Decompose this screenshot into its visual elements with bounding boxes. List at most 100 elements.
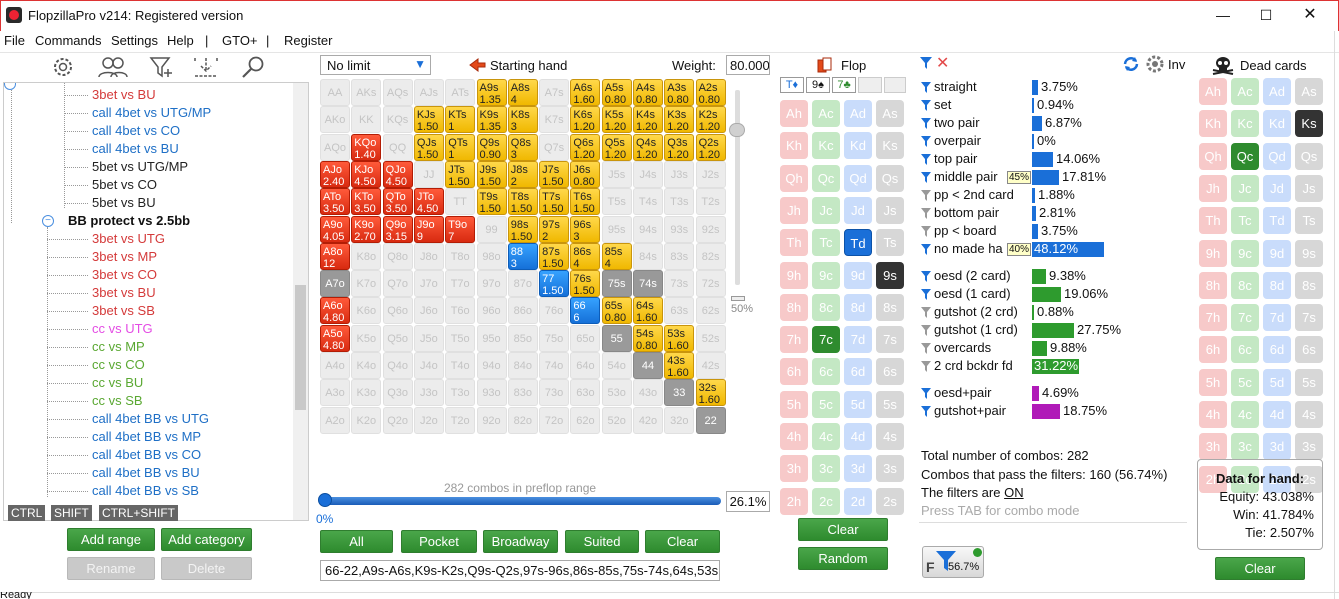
minimize-button[interactable]: —	[1216, 7, 1230, 23]
tree-item-20[interactable]: call 4bet BB vs MP	[92, 429, 202, 444]
menu-commands[interactable]: Commands	[35, 33, 102, 48]
hand-cell-72o[interactable]: 72o	[539, 406, 570, 434]
hand-cell-J6o[interactable]: J6o	[413, 297, 444, 325]
hand-cell-75o[interactable]: 75o	[539, 324, 570, 352]
hand-cell-KTs[interactable]: KTs 1	[445, 106, 476, 134]
flop-card-9s[interactable]: 9s	[876, 261, 904, 289]
hand-cell-T9o[interactable]: T9o 7	[445, 215, 476, 243]
hand-cell-Q9s[interactable]: Q9s 0.90	[476, 133, 507, 161]
hand-cell-KTo[interactable]: KTo 3.50	[351, 188, 382, 216]
broadway-button[interactable]: Broadway	[483, 530, 558, 553]
hand-cell-Q8o[interactable]: Q8o	[382, 242, 413, 270]
dead-card-Th[interactable]: Th	[1199, 207, 1227, 235]
dead-card-Ah[interactable]: Ah	[1199, 78, 1227, 105]
flop-card-8c[interactable]: 8c	[812, 293, 840, 321]
dead-card-7s[interactable]: 7s	[1295, 304, 1323, 332]
hand-cell-73s[interactable]: 73s	[664, 270, 695, 298]
hand-cell-T7o[interactable]: T7o	[445, 270, 476, 298]
range-tree[interactable]: − 3bet vs BU call 4bet vs UTG/MP call 4bet …	[3, 82, 309, 521]
dead-card-2s[interactable]: 2s	[1295, 465, 1323, 493]
dead-card-6d[interactable]: 6d	[1263, 336, 1291, 364]
hand-cell-A9o[interactable]: A9o 4.05	[320, 215, 350, 243]
hand-cell-Q3s[interactable]: Q3s 1.20	[664, 133, 695, 161]
hand-cell-A4s[interactable]: A4s 0.80	[633, 79, 663, 106]
hand-cell-A2o[interactable]: A2o	[320, 406, 350, 434]
collapse-icon[interactable]: −	[42, 215, 54, 227]
hand-cell-64s[interactable]: 64s 1.60	[633, 297, 663, 325]
flop-card-6s[interactable]: 6s	[876, 358, 904, 386]
row-filter-icon[interactable]	[920, 207, 932, 220]
hand-cell-K7o[interactable]: K7o	[351, 270, 382, 298]
flop-card-Ad[interactable]: Ad	[844, 100, 872, 127]
hand-cell-94o[interactable]: 94o	[476, 352, 507, 379]
hand-cell-KK[interactable]: KK	[351, 106, 382, 134]
flop-card-Jc[interactable]: Jc	[812, 196, 840, 224]
arrow-left-icon[interactable]	[468, 57, 486, 73]
menu-settings[interactable]: Settings	[111, 33, 158, 48]
hand-cell-97s[interactable]: 97s 2	[539, 215, 570, 243]
hand-cell-76s[interactable]: 76s 1.50	[570, 270, 601, 298]
tree-item-16[interactable]: cc vs CO	[92, 357, 145, 372]
flop-card-Ks[interactable]: Ks	[876, 132, 904, 160]
hand-cell-62s[interactable]: 62s	[695, 297, 726, 325]
hand-cell-QJo[interactable]: QJo 4.50	[382, 160, 413, 188]
tree-item-21[interactable]: call 4bet BB vs CO	[92, 447, 202, 462]
hand-cell-43s[interactable]: 43s 1.60	[664, 352, 695, 379]
row-filter-icon[interactable]	[920, 225, 932, 238]
hand-cell-96o[interactable]: 96o	[476, 297, 507, 325]
dead-card-Kc[interactable]: Kc	[1231, 110, 1259, 138]
dead-card-2c[interactable]: 2c	[1231, 465, 1259, 493]
row-filter-icon[interactable]	[920, 117, 932, 130]
hand-cell-74s[interactable]: 74s	[633, 270, 663, 298]
hand-cell-43o[interactable]: 43o	[633, 379, 663, 407]
hand-cell-A2s[interactable]: A2s 0.80	[695, 79, 726, 106]
hand-cell-QJs[interactable]: QJs 1.50	[413, 133, 444, 161]
hand-cell-K8o[interactable]: K8o	[351, 242, 382, 270]
flop-card-3c[interactable]: 3c	[812, 455, 840, 483]
add-range-button[interactable]: Add range	[67, 528, 155, 551]
dead-card-3h[interactable]: 3h	[1199, 433, 1227, 461]
flop-card-9h[interactable]: 9h	[780, 261, 808, 289]
flop-card-6h[interactable]: 6h	[780, 358, 808, 386]
row-filter-icon[interactable]	[920, 171, 932, 184]
dead-card-9d[interactable]: 9d	[1263, 239, 1291, 267]
menu-file[interactable]: File	[4, 33, 25, 48]
hand-cell-42s[interactable]: 42s	[695, 352, 726, 379]
hand-cell-T8o[interactable]: T8o	[445, 242, 476, 270]
hand-cell-JTs[interactable]: JTs 1.50	[445, 160, 476, 188]
flop-card-7h[interactable]: 7h	[780, 326, 808, 354]
dead-card-Jh[interactable]: Jh	[1199, 174, 1227, 202]
hand-cell-88[interactable]: 88 3	[507, 242, 538, 270]
dead-card-4h[interactable]: 4h	[1199, 401, 1227, 428]
row-filter-icon[interactable]	[920, 135, 932, 148]
hand-cell-KJs[interactable]: KJs 1.50	[413, 106, 444, 134]
hand-cell-K9s[interactable]: K9s 1.35	[476, 106, 507, 134]
tree-item-1[interactable]: 3bet vs BU	[92, 87, 156, 102]
hand-cell-J7o[interactable]: J7o	[413, 270, 444, 298]
hand-cell-32s[interactable]: 32s 1.60	[695, 379, 726, 407]
tree-item-18[interactable]: cc vs SB	[92, 393, 143, 408]
flop-card-3s[interactable]: 3s	[876, 455, 904, 483]
flop-card-5s[interactable]: 5s	[876, 390, 904, 418]
flop-card-Td[interactable]: Td	[844, 229, 872, 257]
dead-card-9c[interactable]: 9c	[1231, 239, 1259, 267]
users-icon[interactable]	[97, 55, 129, 79]
row-filter-icon[interactable]	[920, 360, 932, 373]
hand-cell-A3s[interactable]: A3s 0.80	[664, 79, 695, 106]
hand-cell-K9o[interactable]: K9o 2.70	[351, 215, 382, 243]
dead-card-8s[interactable]: 8s	[1295, 271, 1323, 299]
hand-cell-JTo[interactable]: JTo 4.50	[413, 188, 444, 216]
hand-cell-64o[interactable]: 64o	[570, 352, 601, 379]
close-button[interactable]: ✕	[1303, 6, 1317, 23]
hand-cell-54s[interactable]: 54s 0.80	[633, 324, 663, 352]
hand-cell-A7s[interactable]: A7s	[539, 79, 570, 106]
hand-cell-AKs[interactable]: AKs	[351, 79, 382, 106]
hand-cell-A8s[interactable]: A8s 4	[507, 79, 538, 106]
hand-cell-J8s[interactable]: J8s 2	[507, 160, 538, 188]
hand-cell-63o[interactable]: 63o	[570, 379, 601, 407]
hand-cell-87s[interactable]: 87s 1.50	[539, 242, 570, 270]
hand-cell-75s[interactable]: 75s	[601, 270, 632, 298]
hand-cell-K2o[interactable]: K2o	[351, 406, 382, 434]
hand-cell-ATo[interactable]: ATo 3.50	[320, 188, 350, 216]
suited-button[interactable]: Suited	[565, 530, 639, 553]
